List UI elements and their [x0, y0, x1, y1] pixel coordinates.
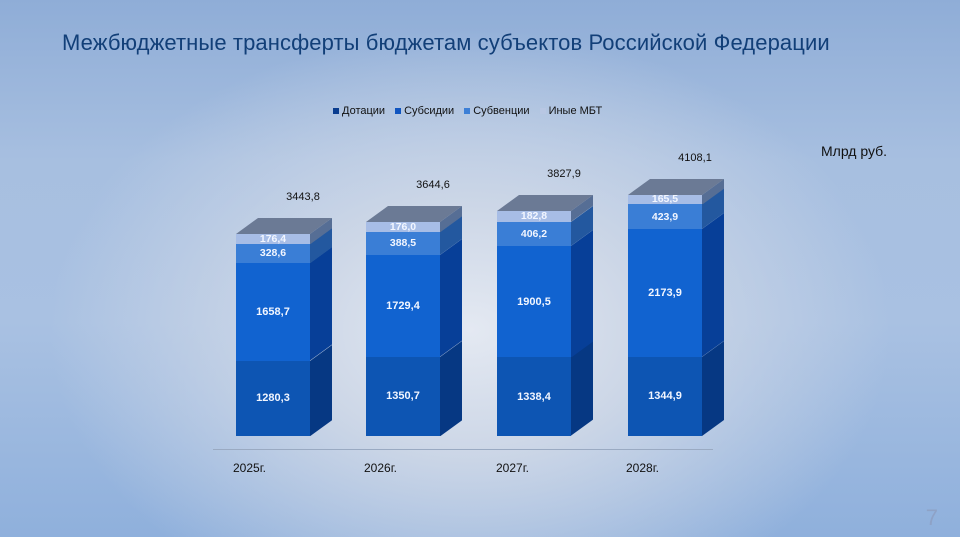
bar-side-subsidii: [310, 247, 332, 361]
bar-segment-inye: 176,0: [366, 220, 440, 233]
segment-value-label: 1729,4: [386, 299, 420, 312]
segment-value-label: 1658,7: [256, 306, 290, 319]
x-axis-line: [213, 449, 713, 450]
segment-value-label: 176,4: [259, 232, 287, 245]
legend-item-subsidii: Субсидии: [395, 105, 454, 117]
segment-value-label: 165,5: [651, 193, 679, 206]
unit-label: Млрд руб.: [821, 143, 888, 159]
segment-value-label: 328,6: [259, 247, 287, 260]
bar-top-face: [366, 205, 462, 222]
legend-item-subvencii: Субвенции: [464, 105, 530, 117]
legend-label: Дотации: [342, 105, 386, 117]
bar-segment-inye: 165,5: [628, 193, 702, 206]
segment-value-label: 182,8: [520, 210, 548, 223]
legend-label: Иные МБТ: [548, 105, 603, 117]
bar-segment-subvencii: 406,2: [497, 221, 571, 246]
legend-swatch-subsidii: [395, 108, 402, 114]
bar-side-dotacii: [310, 344, 332, 436]
bar-side-inye: [310, 217, 332, 245]
bar-segment-subvencii: 328,6: [236, 244, 310, 264]
bar-top-face: [497, 195, 593, 212]
segment-value-label: 1350,7: [386, 390, 420, 403]
bar-segment-inye: 182,8: [497, 211, 571, 222]
bar-top-face: [236, 217, 332, 234]
bar-side-subsidii: [702, 213, 724, 357]
bar-segment-dotacii: 1344,9: [628, 356, 702, 436]
bar-side-dotacii: [702, 340, 724, 436]
legend-label: Субсидии: [404, 105, 455, 117]
segment-value-label: 1280,3: [256, 392, 290, 405]
bar-side-subvencii: [310, 228, 332, 264]
bar-side-dotacii: [440, 340, 462, 436]
x-axis-year-label: 2026г.: [364, 461, 397, 475]
bar-total-label: 3443,8: [286, 190, 320, 203]
segment-value-label: 388,5: [389, 237, 417, 250]
bar-side-subsidii: [571, 229, 593, 358]
bar-side-subsidii: [440, 239, 462, 357]
segment-value-label: 1338,4: [517, 390, 551, 403]
bar-segment-dotacii: 1280,3: [236, 360, 310, 436]
segment-value-label: 176,0: [389, 220, 417, 233]
bar-side-subvencii: [571, 205, 593, 246]
bar-side-subvencii: [702, 188, 724, 230]
x-axis-year-label: 2025г.: [233, 461, 266, 475]
bar-side-inye: [571, 195, 593, 222]
segment-value-label: 2173,9: [648, 287, 682, 300]
segment-value-label: 406,2: [520, 227, 548, 240]
segment-value-label: 423,9: [651, 210, 679, 223]
legend-swatch-dotacii: [333, 108, 339, 114]
bar-segment-subsidii: 1729,4: [366, 255, 440, 357]
x-axis-year-label: 2028г.: [626, 461, 659, 475]
legend-item-inye: Иные МБТ: [539, 105, 603, 117]
bar-side-inye: [702, 178, 724, 205]
bar-total-label: 3644,6: [416, 178, 450, 191]
x-axis-year-label: 2027г.: [496, 461, 529, 475]
bar-segment-dotacii: 1338,4: [497, 357, 571, 436]
bar-segment-subvencii: 388,5: [366, 232, 440, 256]
slide-title: Межбюджетные трансферты бюджетам субъект…: [62, 30, 830, 55]
chart-legend: Дотации Субсидии Субвенции Иные МБТ: [333, 105, 602, 117]
segment-value-label: 1900,5: [517, 295, 551, 308]
bar-segment-subsidii: 2173,9: [628, 229, 702, 357]
bar-segment-dotacii: 1350,7: [366, 356, 440, 436]
bar-side-dotacii: [571, 341, 593, 436]
bar-top-face: [628, 178, 724, 195]
bar-segment-subsidii: 1658,7: [236, 263, 310, 361]
segment-value-label: 1344,9: [648, 390, 682, 403]
page-number: 7: [925, 505, 938, 530]
bar-segment-inye: 176,4: [236, 232, 310, 245]
legend-label: Субвенции: [473, 105, 530, 117]
bar-side-subvencii: [440, 216, 462, 256]
bar-segment-subvencii: 423,9: [628, 204, 702, 230]
bar-total-label: 3827,9: [547, 168, 581, 181]
bar-side-inye: [440, 205, 462, 233]
legend-swatch-subvencii: [464, 108, 471, 114]
legend-swatch-inye: [539, 108, 546, 114]
legend-item-dotacii: Дотации: [333, 105, 385, 117]
bar-segment-subsidii: 1900,5: [497, 245, 571, 358]
bar-total-label: 4108,1: [678, 151, 712, 164]
